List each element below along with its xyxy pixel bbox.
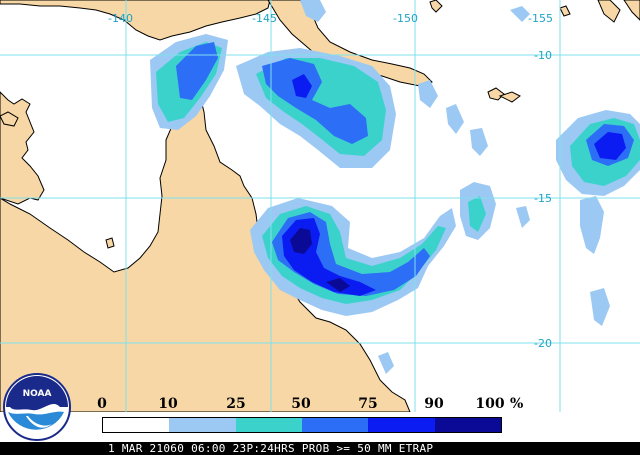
legend-swatch bbox=[103, 418, 170, 432]
legend-tick: 90 bbox=[424, 396, 444, 412]
caption-strip: 1 MAR 21060 06:00 23P:24HRS PROB >= 50 M… bbox=[0, 442, 640, 455]
legend-tick: 75 bbox=[358, 396, 378, 412]
lat-label: -20 bbox=[534, 337, 552, 350]
legend-tick: 0 bbox=[97, 396, 107, 412]
legend: 0 10 25 50 75 90 100 % bbox=[0, 396, 640, 446]
land-island-3 bbox=[429, 0, 443, 13]
lat-lon-grid bbox=[0, 0, 640, 412]
legend-tick: 10 bbox=[158, 396, 178, 412]
land-new-guinea-east bbox=[267, 0, 433, 87]
land-island-7 bbox=[0, 111, 19, 127]
legend-tick: 25 bbox=[226, 396, 246, 412]
lon-label: -140 bbox=[108, 12, 133, 25]
lon-label: -155 bbox=[528, 12, 553, 25]
legend-swatch bbox=[235, 418, 302, 432]
noaa-logo-text: NOAA bbox=[23, 389, 52, 399]
lat-label: -10 bbox=[534, 49, 552, 62]
land-island-4 bbox=[597, 0, 621, 23]
noaa-logo-icon: NOAA bbox=[3, 373, 71, 441]
lon-label: -145 bbox=[252, 12, 277, 25]
legend-swatch bbox=[169, 418, 236, 432]
land-new-guinea bbox=[0, 0, 271, 41]
legend-color-bar bbox=[102, 417, 502, 433]
land-island-8 bbox=[105, 237, 115, 249]
lon-label: -150 bbox=[393, 12, 418, 25]
legend-unit: % bbox=[510, 396, 524, 412]
probability-map: -140 -145 -150 -155 -10 -15 -20 bbox=[0, 0, 640, 412]
land-island-2 bbox=[498, 91, 521, 103]
legend-tick: 100 bbox=[475, 396, 505, 412]
prob-band-90-100 bbox=[290, 228, 350, 292]
legend-swatch bbox=[368, 418, 435, 432]
legend-swatch bbox=[434, 418, 501, 432]
land-island-6 bbox=[559, 5, 571, 17]
legend-tick: 50 bbox=[291, 396, 311, 412]
caption-text: 1 MAR 21060 06:00 23P:24HRS PROB >= 50 M… bbox=[108, 442, 434, 455]
land-island-5 bbox=[623, 0, 640, 21]
lat-label: -15 bbox=[534, 192, 552, 205]
legend-swatch bbox=[301, 418, 369, 432]
